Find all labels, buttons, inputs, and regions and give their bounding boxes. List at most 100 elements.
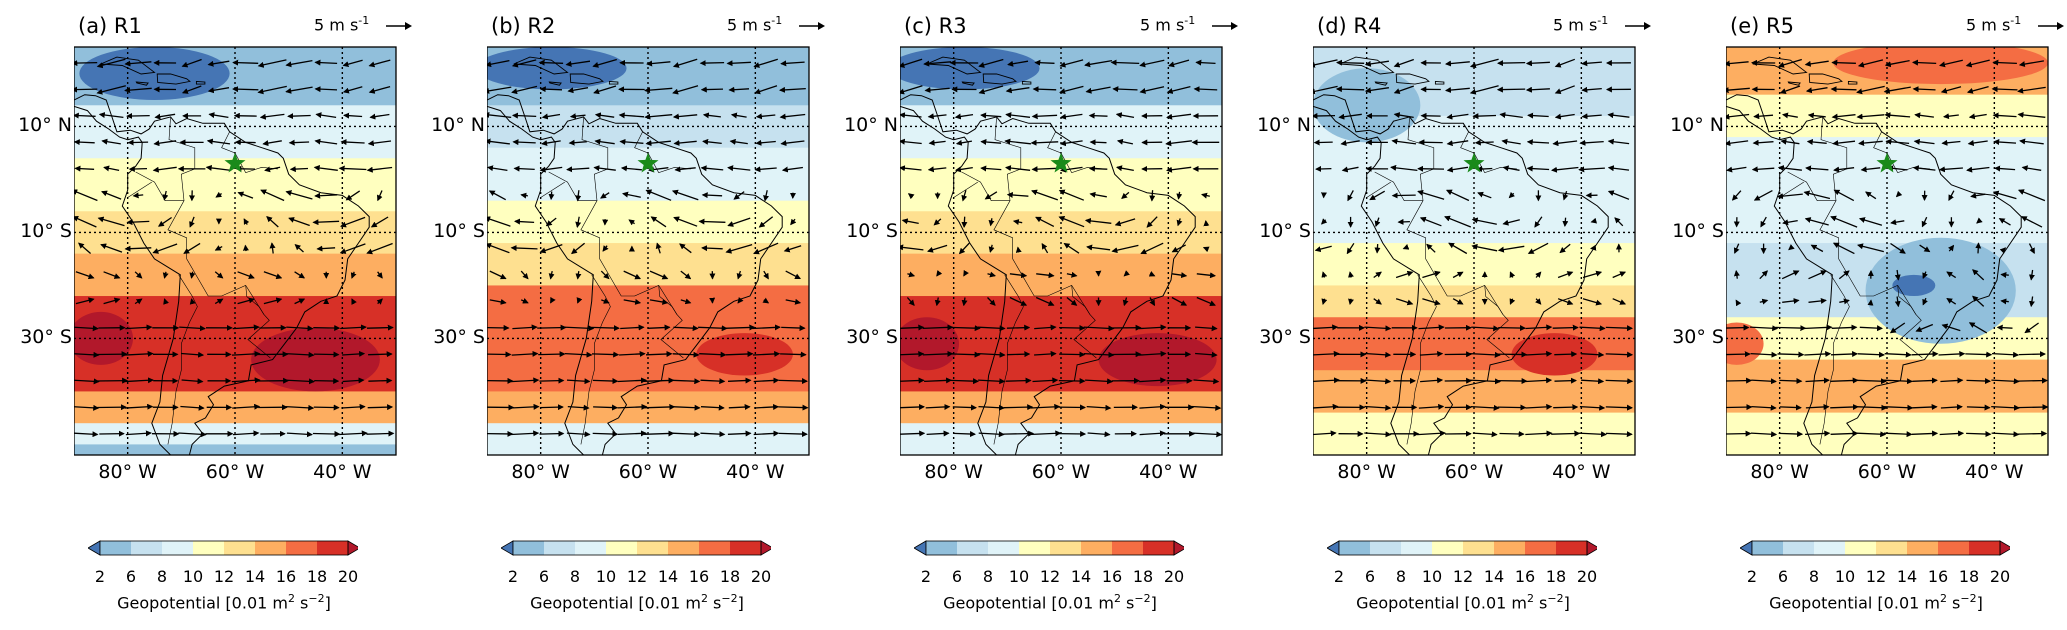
wind-arrow — [545, 217, 557, 227]
wind-arrow — [978, 378, 1006, 385]
wind-arrow — [1140, 242, 1164, 255]
colorbar-segment — [1876, 541, 1908, 555]
wind-arrow — [1856, 431, 1887, 438]
colorbar-tick-label: 2 — [94, 567, 106, 586]
wind-arrow — [1993, 139, 2017, 146]
colorbar-tick-label: 20 — [1163, 567, 1185, 586]
island-outline — [135, 81, 149, 86]
wind-arrow — [758, 216, 774, 228]
colorbar-label-part: s — [1120, 593, 1135, 613]
wind-arrow — [154, 113, 176, 120]
wind-arrow — [1497, 60, 1526, 67]
wind-arrow — [1534, 216, 1543, 228]
wind-arrow — [1498, 325, 1526, 332]
wind-arrow — [1116, 138, 1134, 145]
wind-arrow — [1086, 244, 1111, 251]
colorbar-tick-label: 20 — [750, 567, 772, 586]
wind-arrow — [520, 270, 529, 280]
wind-arrow — [733, 191, 745, 200]
wind-arrow — [1858, 217, 1883, 226]
wind-arrow — [189, 298, 196, 305]
wind-arrow — [785, 270, 801, 280]
wind-arrow — [286, 431, 313, 438]
site-star-icon — [1050, 152, 1072, 173]
colorbar-label: Geopotential [0.01 m2 s−2] — [487, 592, 787, 612]
wind-arrow — [1195, 351, 1218, 358]
wind-arrow — [1193, 86, 1218, 93]
wind-arrow — [1166, 85, 1191, 94]
wind-arrow — [780, 351, 807, 358]
wind-arrow — [1581, 378, 1605, 385]
map-frame — [900, 46, 1223, 456]
wind-arrow — [1831, 324, 1858, 331]
site-star-icon — [1876, 152, 1898, 173]
wind-arrow — [1759, 298, 1769, 305]
wind-arrow — [1059, 85, 1084, 95]
panel-r2: (b) R2 5 m s-1 10° N 10° S 30° S 80° W 60° W 4… — [431, 0, 900, 630]
wind-arrow — [1830, 350, 1859, 357]
wind-arrow — [1999, 247, 2007, 254]
wind-arrow — [1581, 86, 1602, 93]
wind-arrow — [1858, 140, 1883, 147]
wind-arrow — [617, 403, 648, 410]
wind-arrow — [539, 86, 563, 93]
wind-arrow — [953, 431, 976, 438]
wind-arrow — [900, 244, 924, 251]
wind-arrow — [617, 430, 647, 437]
wind-arrow — [1471, 217, 1497, 225]
wind-arrow — [2020, 216, 2043, 228]
wind-arrow — [257, 85, 287, 95]
wind-arrow — [1084, 59, 1113, 68]
colorbar-tick-label: 12 — [1452, 567, 1474, 586]
wind-arrow — [1607, 165, 1630, 172]
colorbar-segment — [1112, 541, 1144, 555]
wind-arrow — [2017, 86, 2046, 94]
country-border — [127, 181, 152, 198]
wind-arrow — [74, 215, 97, 228]
wind-arrow — [1782, 219, 1798, 226]
lon-tick-label: 80° W — [924, 461, 983, 483]
wind-arrow — [961, 190, 968, 202]
colorbar-segment — [606, 541, 638, 555]
wind-arrow — [74, 60, 98, 67]
wind-arrow — [126, 112, 150, 119]
lat-tick-label: 30° S — [1259, 326, 1311, 349]
island-outline — [1808, 73, 1843, 85]
wind-arrow — [961, 216, 968, 228]
island-outline — [156, 73, 191, 85]
colorbar-tick-label: 6 — [951, 567, 963, 586]
wind-vectors — [1726, 58, 2048, 438]
wind-arrow — [1191, 404, 1222, 411]
wind-arrow — [987, 271, 996, 278]
colorbar-label-part: Geopotential [0.01 m — [1356, 593, 1527, 613]
lat-tick-label: 10° S — [1672, 220, 1724, 243]
wind-arrow — [1139, 377, 1167, 384]
colorbar-tick-label: 2 — [1333, 567, 1345, 586]
wind-arrow — [566, 378, 591, 385]
wind-arrow — [702, 112, 721, 119]
wind-arrow — [1139, 86, 1165, 94]
wind-arrow — [1607, 190, 1630, 200]
wind-arrow — [1991, 351, 2020, 358]
wind-arrow — [1726, 430, 1752, 437]
colorbar-label-part: s — [707, 593, 722, 613]
wind-arrow — [1035, 296, 1055, 306]
wind-arrow — [152, 243, 178, 254]
wind-arrow — [671, 378, 701, 385]
colorbar-label-part: ] — [1976, 593, 1983, 613]
wind-arrow — [1452, 298, 1464, 305]
wind-arrow — [1972, 295, 1985, 307]
wind-arrow — [591, 325, 620, 332]
wind-arrow — [1012, 219, 1023, 225]
wind-arrow — [1948, 190, 1955, 201]
wind-arrow — [1777, 165, 1802, 172]
wind-arrow — [1838, 270, 1850, 280]
wind-arrow — [237, 191, 254, 199]
wind-arrow — [1003, 430, 1035, 437]
wind-arrow — [74, 325, 99, 332]
wind-arrow — [101, 138, 121, 145]
wind-arrow — [1502, 219, 1520, 226]
wind-arrow — [933, 218, 942, 226]
wind-arrow — [1034, 350, 1057, 357]
wind-arrow — [237, 297, 255, 305]
